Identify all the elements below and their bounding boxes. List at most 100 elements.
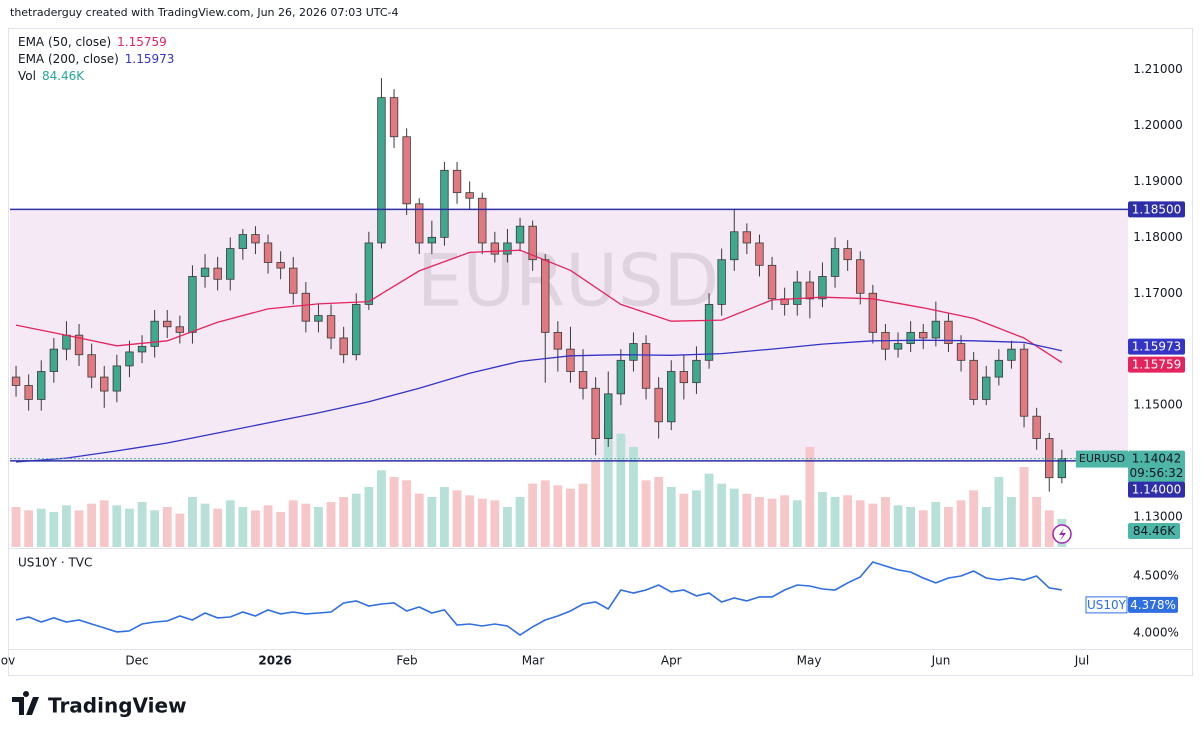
volume-bar	[314, 507, 323, 547]
frame	[8, 28, 1193, 676]
volume-bar	[805, 447, 815, 547]
candle-body	[616, 359, 626, 395]
candle-body	[37, 371, 46, 400]
candle-body	[818, 276, 827, 300]
volume-bar	[364, 487, 374, 547]
candle-body	[465, 192, 474, 199]
candle-body	[87, 354, 96, 378]
volume-bar	[1007, 497, 1016, 547]
x-tick-label: Jun	[931, 654, 951, 668]
candle-body	[490, 242, 500, 255]
volume-bar	[99, 500, 109, 547]
candle-body	[49, 348, 59, 372]
legend-value: 1.15759	[117, 35, 167, 49]
candle-body	[377, 97, 386, 244]
candle-body	[150, 320, 159, 347]
volume-bar	[503, 507, 512, 547]
volume-bar	[276, 512, 286, 547]
x-tick-label: Feb	[396, 654, 417, 668]
volume-bar	[692, 490, 701, 547]
ema-line	[15, 249, 1063, 364]
volume-bar	[843, 495, 853, 547]
candle-body	[1057, 458, 1067, 479]
candle-body	[767, 264, 777, 300]
candle-body	[226, 248, 235, 280]
y-tick-label: 1.19000	[1133, 174, 1183, 188]
candle-body	[679, 371, 689, 384]
candle-body	[238, 234, 248, 249]
volume-bar	[679, 493, 689, 547]
level-bottom-label: 1.14000	[1132, 483, 1182, 497]
candle-body	[125, 351, 134, 367]
price-box	[1128, 450, 1185, 483]
volume-bar	[414, 493, 424, 547]
candle-body	[402, 136, 411, 205]
candle-body	[175, 326, 185, 333]
volume-bar	[490, 500, 500, 547]
y-tick-label: 1.21000	[1133, 62, 1183, 76]
volume-bar	[87, 503, 97, 547]
ema200-box	[1128, 338, 1185, 355]
watermark: EURUSD	[417, 239, 719, 323]
volume-bar	[200, 503, 210, 547]
x-tick-label: Apr	[661, 654, 682, 668]
y-tick-label: 1.20000	[1133, 118, 1183, 132]
candle-body	[994, 359, 1004, 378]
candle-body	[263, 242, 273, 263]
volume-bar	[881, 497, 890, 547]
candle-body	[1045, 438, 1054, 479]
volume-bar	[704, 473, 714, 547]
candle-body	[314, 315, 323, 322]
candle-body	[717, 259, 726, 305]
candle-body	[163, 320, 172, 328]
legend-volume: Vol 84.46K	[18, 69, 85, 83]
volume-bar	[591, 460, 601, 547]
candle-body	[956, 343, 966, 361]
candle-body	[1007, 348, 1016, 361]
volume-bar	[351, 493, 361, 547]
candle-body	[919, 331, 928, 339]
volume-bar	[74, 510, 84, 547]
pane-title: US10Y · TVC	[18, 556, 92, 570]
x-tick-label: Jul	[1074, 654, 1089, 668]
volume-bar	[566, 488, 575, 547]
candle-body	[427, 236, 437, 244]
volume-bar	[603, 423, 613, 547]
candle-body	[730, 231, 739, 261]
candle-body	[667, 371, 676, 423]
volume-bar	[339, 497, 349, 547]
symbol-box	[1076, 450, 1128, 468]
candle-body	[188, 276, 197, 333]
volume-bar	[175, 513, 185, 547]
alert-icon-bolt	[1059, 528, 1066, 541]
candle-body	[352, 304, 361, 356]
ema50-label: 1.15759	[1132, 358, 1182, 372]
legend-ema50: EMA (50, close) 1.15759	[18, 35, 167, 49]
candle-body	[704, 304, 714, 361]
volume-bar	[1044, 510, 1054, 547]
volume-bar	[477, 498, 487, 547]
logo: TradingView	[12, 691, 187, 718]
ema50-box	[1128, 356, 1185, 373]
volume-bar	[931, 502, 941, 547]
volume-bar	[553, 485, 563, 547]
candle-body	[641, 343, 651, 389]
level-top-label: 1.18500	[1132, 202, 1182, 216]
candle-body	[553, 331, 563, 350]
candle-body	[326, 315, 336, 339]
candle-body	[137, 345, 147, 353]
volume-bar	[830, 497, 840, 547]
volume-bar	[918, 510, 928, 547]
volume-bar	[188, 497, 197, 547]
legend-name: Vol	[18, 69, 36, 83]
volume-bar	[452, 490, 462, 547]
candle-body	[931, 320, 941, 339]
overlay: 1.21000 1.20000 1.19000 1.18000 1.17000 1.150…	[0, 62, 1185, 668]
volume-bar	[213, 508, 223, 547]
candle-body	[276, 262, 285, 269]
candle-body	[604, 393, 613, 439]
volume-bar	[729, 488, 739, 547]
volume-bar	[956, 500, 966, 547]
candle-body	[478, 197, 487, 244]
